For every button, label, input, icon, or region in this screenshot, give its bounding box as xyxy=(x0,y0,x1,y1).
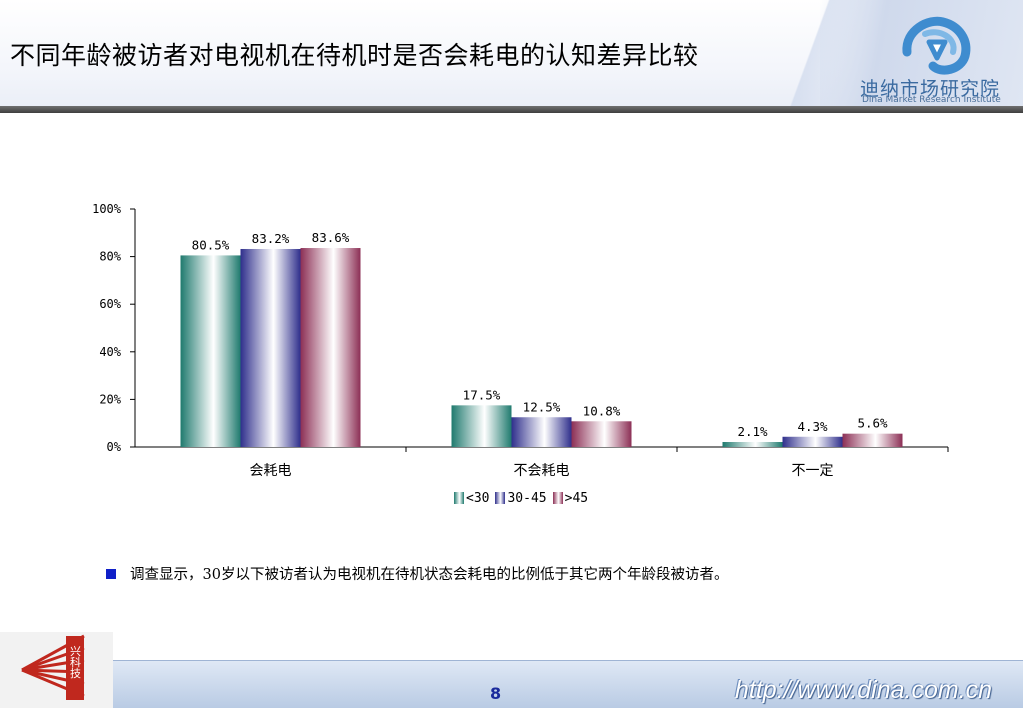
header-decoration-right xyxy=(820,0,1023,112)
y-tick-label: 80% xyxy=(99,250,121,264)
legend-item: 30-45 xyxy=(495,491,547,506)
bar-data-label: 12.5% xyxy=(523,399,561,414)
legend-swatch xyxy=(552,492,563,504)
y-tick-label: 0% xyxy=(107,440,122,454)
footer-url: http://www.dina.com.cn xyxy=(735,676,993,704)
bar-chart: 0%20%40%60%80%100%会耗电 不会耗电 不一定 80.5% 83.2% 8… xyxy=(92,202,949,479)
chart-axes: 0% 20% 40% 60% 80% 100% 会耗电 不会耗电 不一定 xyxy=(92,202,949,479)
logo-chinese-text: 迪纳市场研究院 xyxy=(860,78,1001,100)
company-logo-icon: 兴科技 xyxy=(21,634,85,700)
bar xyxy=(571,421,632,447)
dina-logo-icon xyxy=(902,16,971,75)
y-tick-label: 40% xyxy=(99,345,121,359)
bar xyxy=(511,417,572,447)
bar-data-label: 80.5% xyxy=(192,237,230,252)
bar xyxy=(451,405,512,447)
footer: 兴科技 8 http://www.dina.com.cn xyxy=(0,632,1023,708)
legend-label: 30-45 xyxy=(507,491,547,506)
bar xyxy=(240,248,301,447)
y-tick-label: 20% xyxy=(99,392,121,406)
chart-labels: 80.5% 83.2% 83.6% 17.5% 12.5% 10.8% 2.1% 4.3% 5.… xyxy=(192,230,888,439)
logo-english-text: Dina Market Research Institute xyxy=(862,95,1001,105)
bar-data-label: 10.8% xyxy=(583,403,621,418)
bar-data-label: 83.6% xyxy=(312,230,350,245)
bar xyxy=(842,433,903,447)
finding-note: 调查显示，30岁以下被访者认为电视机在待机状态会耗电的比例低于其它两个年龄段被访… xyxy=(106,563,728,584)
bar xyxy=(722,442,783,447)
footer-bar xyxy=(113,660,1023,708)
y-tick-label: 100% xyxy=(92,202,122,216)
y-tick-label: 60% xyxy=(99,297,121,311)
bar-data-label: 2.1% xyxy=(737,424,768,439)
bar-data-label: 83.2% xyxy=(252,231,290,246)
x-category-label: 会耗电 xyxy=(250,463,292,479)
chart-bars xyxy=(180,248,903,447)
footer-logo-text: 兴科技 xyxy=(69,645,82,679)
x-category-label: 不会耗电 xyxy=(514,463,570,479)
legend-item: >45 xyxy=(552,491,589,506)
header: 不同年龄被访者对电视机在待机时是否会耗电的认知差异比较 迪纳市场研究院 Dina… xyxy=(0,0,1023,113)
bar xyxy=(180,255,241,447)
note-text: 调查显示，30岁以下被访者认为电视机在待机状态会耗电的比例低于其它两个年龄段被访… xyxy=(130,567,729,583)
header-rule xyxy=(0,106,1023,113)
legend-swatch xyxy=(454,492,464,504)
legend-item: <30 xyxy=(454,491,489,506)
bar xyxy=(300,248,361,447)
bar-data-label: 5.6% xyxy=(857,416,888,431)
bar-data-label: 4.3% xyxy=(797,419,828,434)
footer-logo: 兴科技 xyxy=(0,632,113,708)
legend-swatch xyxy=(495,492,506,504)
bar xyxy=(782,436,843,447)
page-title: 不同年龄被访者对电视机在待机时是否会耗电的认知差异比较 xyxy=(10,41,699,70)
legend-label: <30 xyxy=(466,491,490,506)
bar-data-label: 17.5% xyxy=(463,387,501,402)
x-category-label: 不一定 xyxy=(792,463,834,479)
chart-legend: <30 30-45 >45 xyxy=(454,491,594,506)
page-number: 8 xyxy=(490,684,502,703)
legend-label: >45 xyxy=(564,491,589,506)
bullet-square-icon xyxy=(106,569,116,579)
